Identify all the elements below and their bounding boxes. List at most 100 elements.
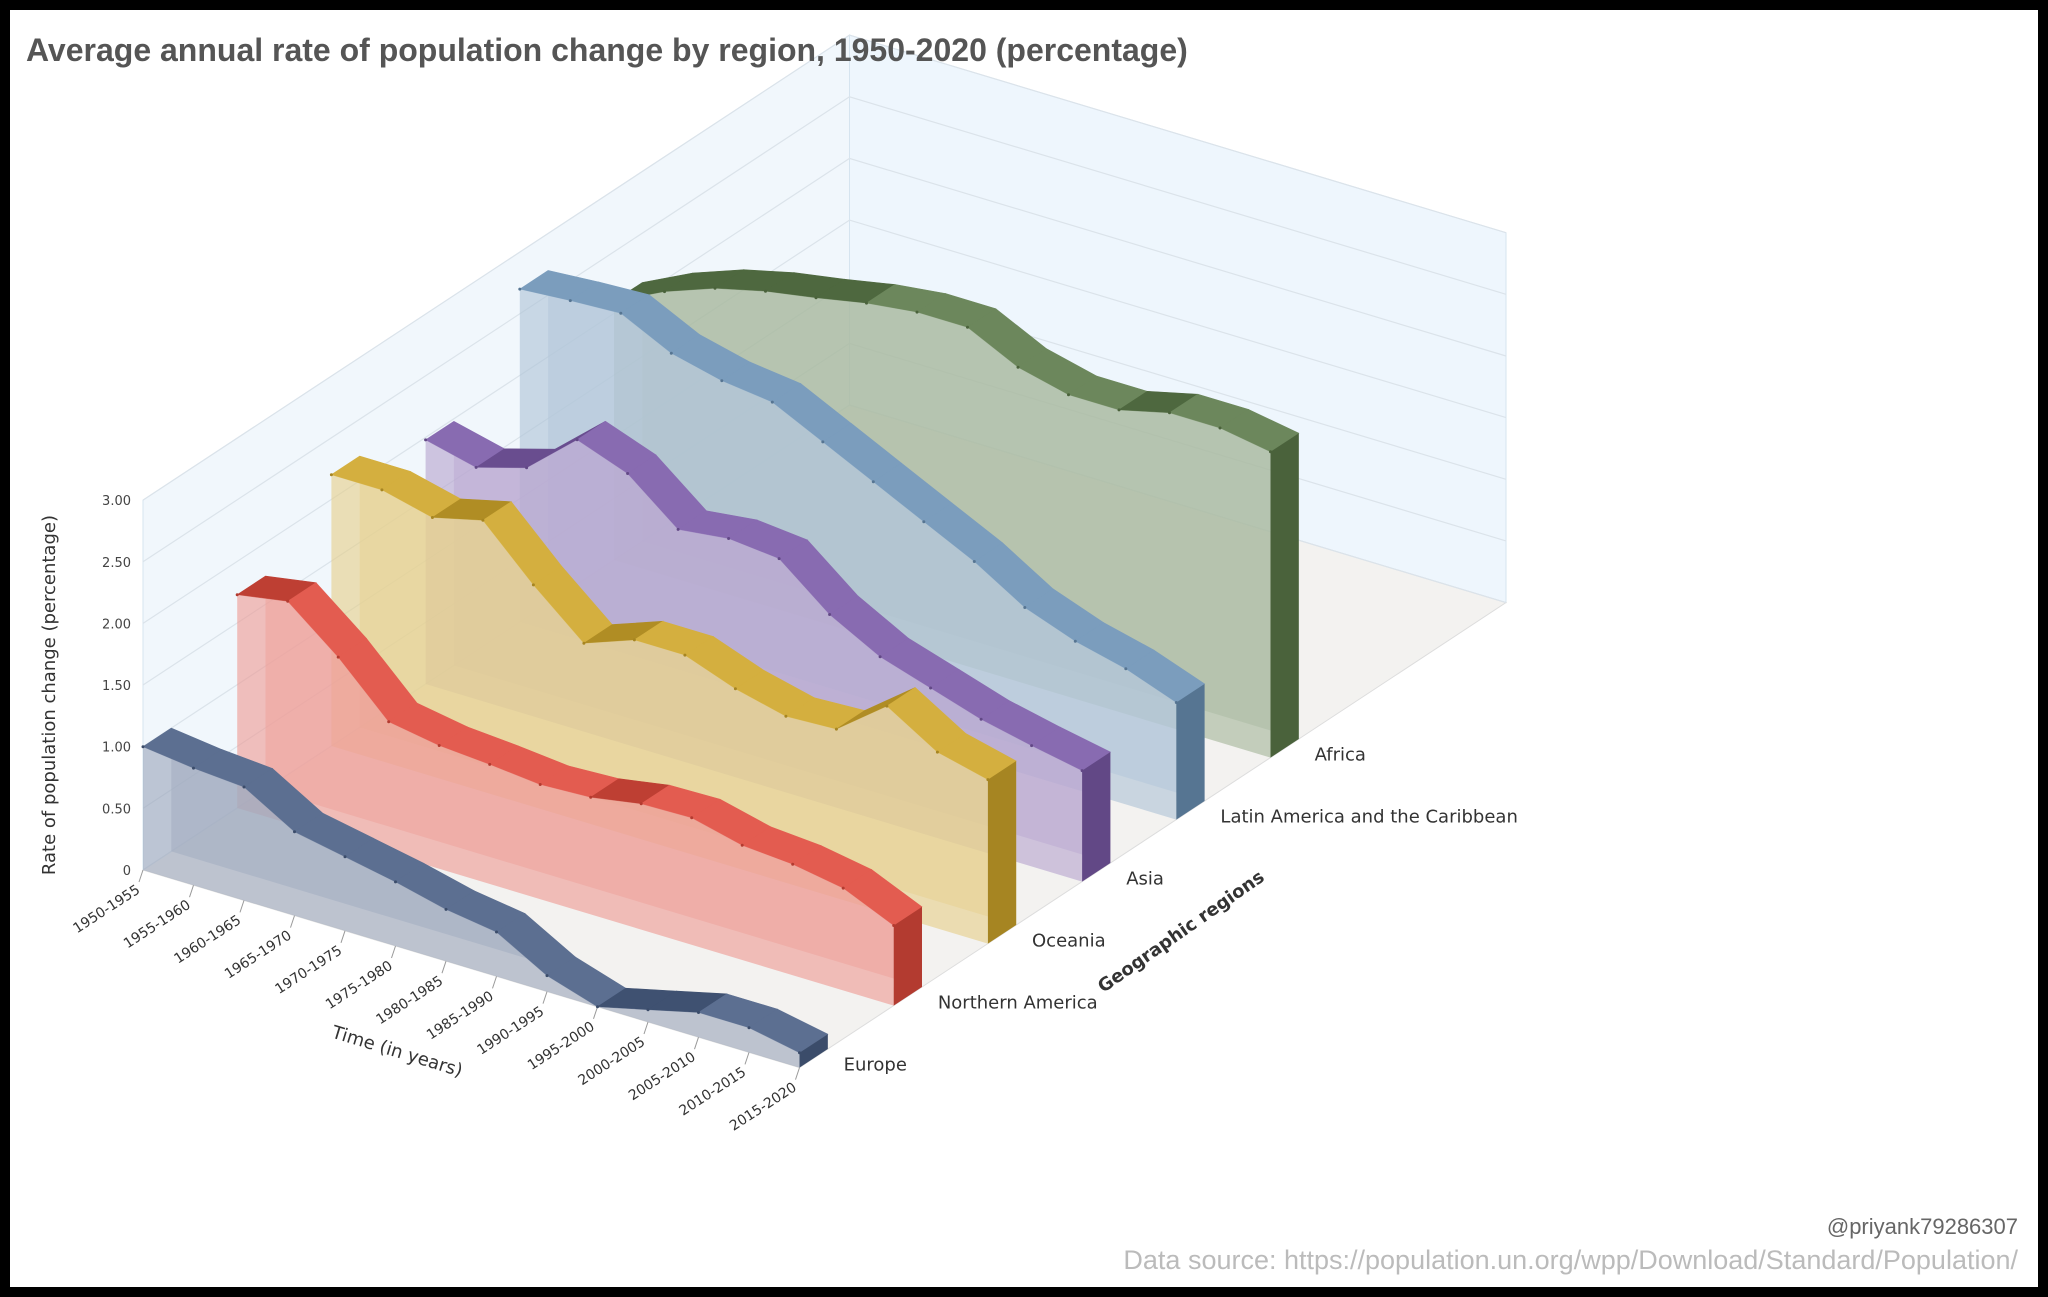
series-end-cap — [1082, 752, 1111, 882]
x-tick-mark — [441, 961, 447, 974]
data-point — [424, 438, 428, 442]
y-tick-label: 2.50 — [102, 556, 131, 571]
x-tick-label: 1995-2000 — [525, 1019, 598, 1074]
data-point — [474, 465, 478, 469]
x-tick-mark — [694, 1037, 699, 1050]
x-tick-label: 2010-2015 — [676, 1064, 749, 1119]
y-tick-label: 2.00 — [102, 617, 131, 632]
data-point — [575, 438, 579, 442]
data-point — [935, 750, 939, 754]
y-tick-label: 3.00 — [102, 494, 131, 509]
x-tick-mark — [340, 930, 346, 943]
series-area-front — [519, 289, 1177, 820]
series-end-cap — [987, 761, 1017, 944]
data-point — [676, 527, 680, 531]
chart-frame: 0 0.50 1.00 1.50 2.00 2.50 3.00 1950-1955 1955-1… — [10, 10, 2038, 1287]
data-point — [713, 286, 717, 290]
data-point — [1117, 408, 1121, 412]
x-tick-label: 1965-1970 — [222, 928, 295, 983]
data-point — [1073, 639, 1077, 643]
data-point — [1124, 667, 1128, 671]
series-europe — [141, 727, 829, 1068]
series-northern-america — [235, 575, 923, 1006]
region-label: Northern America — [938, 992, 1098, 1013]
data-point — [915, 310, 919, 314]
x-tick-label: 2000-2005 — [575, 1034, 648, 1089]
series-end-cap — [799, 1034, 828, 1068]
series-end-cap — [1176, 683, 1205, 820]
data-point — [828, 613, 832, 616]
data-point — [929, 686, 933, 690]
y-axis-title: Rate of population change (percentage) — [39, 515, 60, 875]
x-tick-label: 1975-1980 — [323, 958, 396, 1013]
data-point — [430, 516, 434, 519]
region-label: Latin America and the Caribbean — [1220, 806, 1517, 827]
data-point — [619, 311, 623, 315]
data-point — [740, 843, 744, 847]
x-tick-mark — [290, 915, 295, 928]
x-tick-mark — [189, 885, 194, 898]
x-tick-mark — [138, 869, 144, 883]
data-point — [488, 762, 492, 766]
data-point — [720, 379, 724, 383]
data-point — [764, 289, 767, 293]
data-point — [966, 325, 969, 329]
data-point — [495, 930, 498, 934]
data-point — [639, 802, 643, 806]
data-point — [646, 1008, 650, 1012]
data-point — [821, 440, 825, 444]
region-label: Asia — [1126, 868, 1164, 889]
data-point — [663, 290, 666, 294]
data-point — [387, 720, 391, 724]
data-point — [293, 830, 296, 834]
data-point — [885, 704, 889, 708]
chart-title: Average annual rate of population change… — [26, 32, 1188, 68]
data-point — [286, 599, 290, 603]
data-point — [343, 855, 347, 859]
data-point — [437, 744, 441, 747]
data-point — [545, 974, 549, 978]
series-end-cap — [1270, 433, 1299, 758]
y-tick-label: 0 — [123, 864, 131, 879]
x-tick-label: 1985-1990 — [424, 988, 497, 1043]
series-area-front — [143, 746, 800, 1068]
data-point — [871, 480, 875, 484]
data-point — [1168, 411, 1171, 415]
gridline — [142, 96, 1507, 563]
data-point — [394, 880, 397, 884]
x-tick-mark — [593, 1006, 598, 1019]
data-point — [1218, 426, 1222, 430]
data-point — [727, 537, 731, 540]
data-point — [878, 655, 882, 659]
z-axis-title: Geographic regions — [1094, 866, 1268, 997]
x-tick-label: 2015-2020 — [727, 1080, 800, 1135]
x-tick-label: 1990-1995 — [474, 1004, 547, 1059]
data-point — [481, 518, 485, 522]
data-point — [865, 301, 868, 305]
data-point — [596, 1005, 599, 1009]
data-point — [1030, 744, 1034, 748]
data-point — [972, 560, 976, 563]
data-point — [235, 593, 239, 597]
y-tick-label: 1.50 — [102, 679, 131, 694]
x-tick-mark — [391, 945, 396, 959]
gridline — [142, 34, 1507, 501]
x-tick-label: 1960-1965 — [171, 912, 244, 967]
data-point — [336, 655, 340, 659]
data-point — [791, 862, 795, 866]
x-tick-label: 1970-1975 — [272, 943, 345, 998]
region-label: Oceania — [1032, 930, 1106, 951]
data-point — [242, 785, 246, 789]
region-label: Africa — [1315, 744, 1366, 765]
data-point — [690, 816, 694, 820]
y-tick-label: 0.50 — [102, 802, 131, 817]
data-point — [770, 400, 774, 404]
data-point — [626, 472, 630, 475]
series-oceania — [329, 455, 1017, 944]
x-tick-label: 1955-1960 — [121, 897, 194, 952]
x-tick-mark — [795, 1067, 800, 1080]
data-point — [192, 766, 195, 770]
x-tick-mark — [239, 900, 245, 913]
data-point — [683, 653, 687, 657]
data-point — [733, 687, 737, 691]
